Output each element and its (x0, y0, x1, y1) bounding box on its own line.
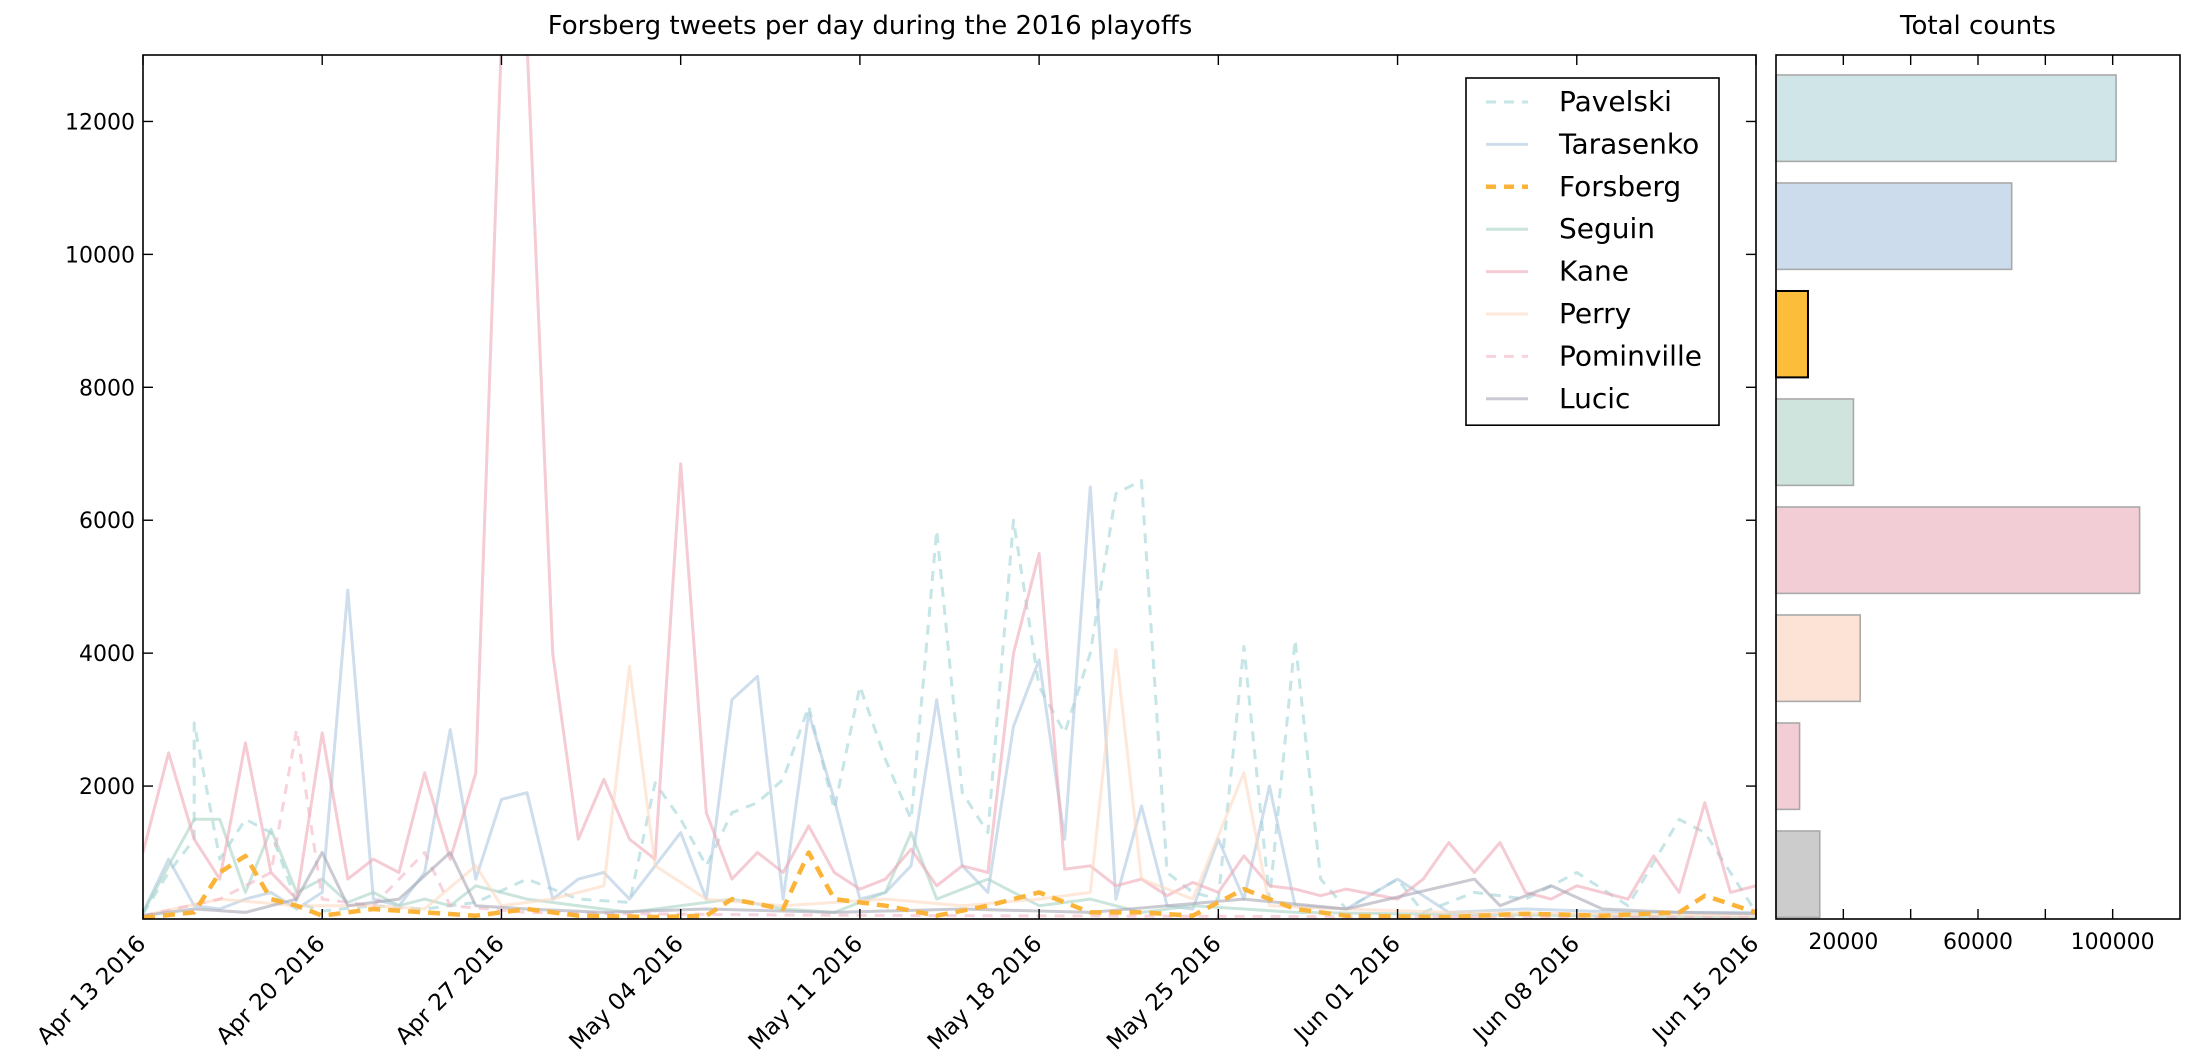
y-tick-label: 12000 (65, 110, 135, 135)
x-tick-label: Apr 27 2016 (391, 931, 510, 1050)
y-tick-label: 4000 (79, 642, 135, 667)
legend-label-kane: Kane (1559, 255, 1629, 288)
bar-tarasenko (1775, 182, 2013, 271)
bar-pominville (1775, 722, 1801, 811)
bar-forsberg (1775, 289, 1809, 379)
y-tick-label: 10000 (65, 243, 135, 268)
line-plot-frame (142, 54, 1757, 920)
series-line-pominville (143, 728, 1756, 919)
legend-label-seguin: Seguin (1559, 212, 1655, 245)
x-tick-label: Jun 08 2016 (1467, 931, 1585, 1049)
series-line-perry (143, 648, 1756, 918)
legend-box (1465, 77, 1720, 427)
series-line-lucic (143, 851, 1756, 918)
legend-label-tarasenko: Tarasenko (1558, 127, 1699, 160)
chart-legend: Pavelski Tarasenko Forsberg Seguin Kane Perry… (1465, 77, 1720, 427)
line-chart-title: Forsberg tweets per day during the 2016 … (548, 11, 1193, 41)
series-line-pavelski (143, 478, 1756, 915)
y-tick-label: 8000 (79, 376, 135, 401)
x-tick-label: May 11 2016 (744, 931, 868, 1055)
bar-seguin (1775, 398, 1855, 487)
series-line-kane (143, 55, 1756, 901)
x-tick-label: Apr 20 2016 (212, 931, 331, 1050)
x-tick-label: Jun 01 2016 (1288, 931, 1406, 1049)
y-tick-label: 6000 (79, 509, 135, 534)
y-tick-label: 2000 (79, 775, 135, 800)
series-line-tarasenko (143, 485, 1756, 914)
bar-kane (1775, 506, 2141, 595)
legend-label-perry: Perry (1559, 297, 1631, 330)
bar-plot-area: 20000 60000 100000 (1775, 54, 2181, 955)
x-tick-label: May 25 2016 (1102, 931, 1226, 1055)
bar-lucic (1775, 830, 1821, 919)
series-line-forsberg (143, 850, 1756, 919)
bar-x-tick-label: 60000 (1943, 930, 2013, 955)
legend-label-forsberg: Forsberg (1559, 170, 1681, 203)
legend-label-pominville: Pominville (1559, 339, 1702, 372)
bar-pavelski (1775, 74, 2117, 163)
bar-x-tick-label: 100000 (2071, 930, 2155, 955)
x-tick-label: Jun 15 2016 (1647, 931, 1765, 1049)
line-plot-area: 2000 4000 6000 8000 10000 12000 Apr 13 2016 Apr… (32, 54, 1765, 1055)
bar-chart-title: Total counts (1899, 11, 2056, 41)
bar-x-tick-label: 20000 (1808, 930, 1878, 955)
bar-perry (1775, 614, 1861, 703)
legend-label-pavelski: Pavelski (1559, 85, 1672, 118)
legend-label-lucic: Lucic (1559, 382, 1630, 415)
x-tick-label: May 18 2016 (923, 931, 1047, 1055)
x-tick-label: May 04 2016 (564, 931, 688, 1055)
x-tick-label: Apr 13 2016 (32, 931, 151, 1050)
